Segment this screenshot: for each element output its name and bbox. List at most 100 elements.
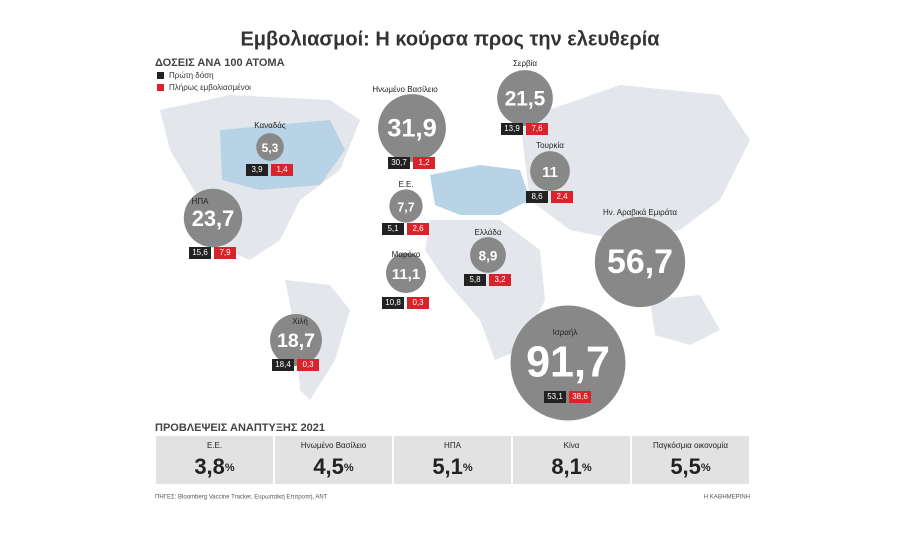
first-value: 3,9 [251, 165, 263, 174]
forecast-name: Ε.Ε. [207, 441, 222, 450]
full-value: 2,4 [556, 192, 568, 201]
bubble-value: 8,9 [479, 249, 498, 264]
dose-bubble [530, 151, 570, 191]
first-box [382, 223, 404, 235]
bubble-value: 18,7 [277, 330, 315, 352]
first-box [246, 164, 268, 176]
forecast-value: 5,5% [670, 454, 711, 479]
forecast-name: Παγκόσμια οικονομία [653, 441, 728, 450]
full-box [297, 359, 319, 371]
full-box [569, 391, 591, 403]
full-value: 2,6 [412, 224, 424, 233]
forecast-box [156, 436, 273, 484]
europe [430, 165, 530, 215]
full-value: 7,6 [531, 124, 543, 133]
forecast-number: 3,8 [194, 454, 225, 479]
country-name: Τουρκία [536, 141, 564, 150]
forecast-box [632, 436, 749, 484]
first-value: 5,8 [469, 275, 481, 284]
full-value: 1,4 [276, 165, 288, 174]
country-name: Χιλή [292, 317, 308, 326]
full-box [407, 223, 429, 235]
first-value: 18,4 [275, 360, 291, 369]
forecast-name: Ηνωμένο Βασίλειο [301, 441, 367, 450]
forecast-unit: % [582, 462, 592, 474]
forecast-number: 8,1 [551, 454, 582, 479]
bubble-value: 7,7 [397, 200, 414, 214]
forecast-number: 4,5 [313, 454, 344, 479]
full-box [489, 274, 511, 286]
first-value: 13,9 [504, 124, 520, 133]
country-name: ΗΠΑ [192, 197, 210, 206]
first-box [272, 359, 294, 371]
full-box [407, 297, 429, 309]
dose-bubble [389, 189, 423, 223]
dose-bubble [594, 216, 686, 308]
full-box [526, 123, 548, 135]
forecast-number: 5,1 [432, 454, 463, 479]
subtitle: ΔΟΣΕΙΣ ΑΝΑ 100 ΑΤΟΜΑ [155, 57, 285, 69]
full-value: 0,3 [412, 298, 424, 307]
australia [650, 295, 720, 345]
dose-bubble [183, 188, 243, 248]
bubble-value: 56,7 [607, 243, 673, 281]
country-name: Ισραήλ [553, 328, 578, 337]
africa [425, 220, 545, 360]
forecast-box [275, 436, 392, 484]
full-box [214, 247, 236, 259]
country-name: Ελλάδα [475, 228, 502, 237]
forecast-number: 5,5 [670, 454, 701, 479]
legend-swatch [157, 72, 164, 79]
first-value: 15,6 [192, 248, 208, 257]
first-value: 53,1 [547, 392, 563, 401]
first-value: 10,8 [385, 298, 401, 307]
forecast-name: ΗΠΑ [444, 441, 462, 450]
first-box [501, 123, 523, 135]
full-value: 3,2 [494, 275, 506, 284]
legend-swatch [157, 84, 164, 91]
bubble-value: 21,5 [505, 88, 546, 111]
first-box [526, 191, 548, 203]
forecast-value: 5,1% [432, 454, 473, 479]
full-value: 38,6 [572, 392, 588, 401]
full-box [413, 157, 435, 169]
country-name: Ηνωμένο Βασίλειο [372, 85, 438, 94]
full-value: 7,9 [219, 248, 231, 257]
dose-bubble [256, 133, 284, 161]
full-box [551, 191, 573, 203]
forecast-box [394, 436, 511, 484]
forecast-unit: % [463, 462, 473, 474]
country-name: Μαρόκο [392, 250, 421, 259]
country-name: Καναδάς [254, 121, 286, 130]
dose-bubble [270, 314, 322, 366]
first-value: 30,7 [391, 158, 407, 167]
forecast-value: 8,1% [551, 454, 592, 479]
bubble-value: 31,9 [387, 115, 436, 143]
full-value: 0,3 [302, 360, 314, 369]
bubble-value: 23,7 [192, 206, 235, 231]
forecast-unit: % [701, 462, 711, 474]
first-value: 8,6 [531, 192, 543, 201]
dose-bubble [470, 237, 506, 273]
full-value: 1,2 [418, 158, 430, 167]
bubble-value: 91,7 [526, 338, 610, 386]
first-box [382, 297, 404, 309]
forecast-value: 3,8% [194, 454, 235, 479]
country-name: Ην. Αραβικά Εμιράτα [603, 208, 677, 217]
forecast-unit: % [344, 462, 354, 474]
country-name: Σερβία [513, 59, 537, 68]
first-box [544, 391, 566, 403]
asia [520, 85, 750, 240]
title: Εμβολιασμοί: Η κούρσα προς την ελευθερία [240, 28, 660, 50]
first-box [189, 247, 211, 259]
bubble-value: 11,1 [392, 266, 420, 283]
full-box [271, 164, 293, 176]
first-box [464, 274, 486, 286]
bubble-value: 5,3 [262, 141, 279, 155]
source: ΠΗΓΕΣ: Bloomberg Vaccine Tracker, Ευρωπα… [155, 494, 328, 501]
forecast-box [513, 436, 630, 484]
forecast-unit: % [225, 462, 235, 474]
legend-label: Πρώτη δόση [169, 71, 214, 80]
first-box [388, 157, 410, 169]
